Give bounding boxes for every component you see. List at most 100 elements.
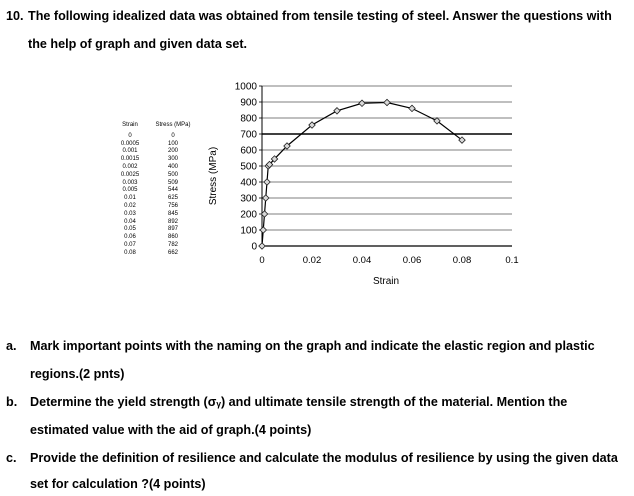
table-cell-stress: 897 (167, 226, 178, 233)
table-cell-stress: 892 (167, 218, 178, 225)
part-c-letter: c. (6, 451, 17, 465)
table-cell-stress: 544 (167, 187, 178, 194)
data-point (259, 226, 268, 234)
data-table: Strain Stress (MPa) 0 0 0.0005 100 0.001 200 0… (112, 122, 204, 258)
table-row: 0.05 897 (112, 226, 204, 234)
question-line-1: The following idealized data was obtaine… (28, 9, 612, 23)
table-cell-strain: 0.01 (124, 195, 136, 202)
data-point (333, 107, 341, 115)
table-cell-strain: 0.03 (124, 210, 136, 217)
table-cell-strain: 0.07 (124, 241, 136, 248)
table-cell-stress: 500 (167, 171, 178, 178)
table-cell-stress: 400 (167, 163, 178, 170)
y-axis-label: Stress (MPa) (208, 147, 219, 205)
x-tick-label: 0.1 (505, 255, 518, 266)
y-tick-label: 600 (240, 146, 257, 157)
table-cell-stress: 509 (167, 179, 178, 186)
table-row: 0.001 200 (112, 148, 204, 156)
question-number: 10. (6, 9, 24, 23)
y-tick-label: 100 (240, 226, 257, 237)
table-header-strain: Strain (122, 122, 138, 128)
part-b-letter: b. (6, 395, 18, 409)
table-cell-stress: 100 (167, 140, 178, 147)
part-a-letter: a. (6, 339, 17, 353)
table-header-stress: Stress (MPa) (155, 122, 191, 128)
x-tick-label: 0.06 (403, 255, 422, 266)
x-tick-label: 0.02 (303, 255, 322, 266)
table-row: 0.0025 500 (112, 172, 204, 180)
table-cell-stress: 200 (167, 148, 178, 155)
data-point (433, 117, 441, 125)
table-cell-strain: 0.003 (122, 179, 138, 186)
table-cell-stress: 300 (167, 156, 178, 163)
table-row: 0.03 845 (112, 211, 204, 219)
part-a-line-2: regions.(2 pnts) (30, 367, 125, 381)
question-line-2: the help of graph and given data set. (28, 37, 248, 51)
table-cell-strain: 0.04 (124, 218, 136, 225)
table-header-row: Strain Stress (MPa) (112, 122, 204, 130)
table-row: 0.01 625 (112, 195, 204, 203)
series-line (261, 101, 463, 247)
table-row: 0.0015 300 (112, 156, 204, 164)
table-cell-strain: 0.0025 (120, 171, 140, 178)
part-a-line-1: Mark important points with the naming on… (30, 339, 595, 353)
table-cell-stress: 782 (167, 241, 178, 248)
data-point (308, 121, 316, 129)
data-point (408, 104, 416, 113)
part-c-line-1: Provide the definition of resilience and… (30, 451, 618, 465)
stress-strain-chart: Stress (MPa) Strain 0 100 200 300 400 500 600 7… (208, 82, 519, 287)
y-tick-label: 300 (240, 194, 257, 205)
data-point (260, 210, 269, 218)
y-tick-label: 200 (240, 210, 257, 221)
part-b-line-1: Determine the yield strength (σᵧ) and ul… (30, 395, 568, 409)
table-body: 0 0 0.0005 100 0.001 200 0.0015 300 0.002 400 0.00… (112, 133, 204, 258)
data-point (263, 178, 271, 186)
data-point (270, 155, 279, 163)
table-row: 0.003 509 (112, 180, 204, 188)
x-tick-label: 0 (259, 255, 264, 266)
y-tick-label: 0 (251, 242, 257, 253)
data-point (458, 136, 466, 144)
table-row: 0.07 782 (112, 242, 204, 250)
x-axis-label: Strain (373, 276, 399, 286)
table-cell-stress: 0 (171, 132, 175, 139)
table-cell-strain: 0.002 (122, 163, 138, 170)
table-cell-strain: 0.005 (122, 187, 138, 194)
table-cell-strain: 0.06 (124, 234, 136, 241)
table-cell-strain: 0.05 (124, 226, 136, 233)
data-point (383, 98, 391, 107)
y-tick-label: 500 (240, 162, 257, 173)
table-cell-stress: 625 (167, 195, 178, 202)
table-row: 0.04 892 (112, 219, 204, 227)
table-row: 0.08 662 (112, 250, 204, 258)
table-cell-stress: 860 (167, 234, 178, 241)
table-row: 0.002 400 (112, 164, 204, 172)
table-cell-strain: 0.02 (124, 202, 136, 209)
part-c-line-2: set for calculation ?(4 points) (30, 477, 206, 491)
table-cell-stress: 845 (167, 210, 178, 217)
table-row: 0.0005 100 (112, 141, 204, 149)
table-cell-strain: 0.0005 (120, 140, 140, 147)
y-tick-label: 400 (240, 178, 257, 189)
x-tick-label: 0.08 (453, 255, 472, 266)
table-cell-strain: 0.0015 (120, 156, 140, 163)
y-tick-label: 1000 (235, 82, 258, 93)
y-tick-label: 800 (240, 114, 257, 125)
data-point (283, 142, 291, 150)
table-cell-strain: 0.001 (122, 148, 138, 155)
table-row: 0.06 860 (112, 234, 204, 242)
data-point (358, 99, 366, 108)
table-cell-stress: 756 (167, 202, 178, 209)
data-point (265, 160, 274, 169)
table-row: 0.005 544 (112, 187, 204, 195)
y-tick-label: 700 (240, 130, 257, 141)
table-cell-strain: 0 (128, 132, 132, 139)
part-b-line-2: estimated value with the aid of graph.(4… (30, 423, 312, 437)
data-point (261, 194, 270, 202)
data-point (258, 242, 266, 250)
table-cell-strain: 0.08 (124, 249, 136, 256)
x-tick-label: 0.04 (353, 255, 372, 266)
table-row: 0.02 756 (112, 203, 204, 211)
table-cell-stress: 662 (167, 249, 178, 256)
